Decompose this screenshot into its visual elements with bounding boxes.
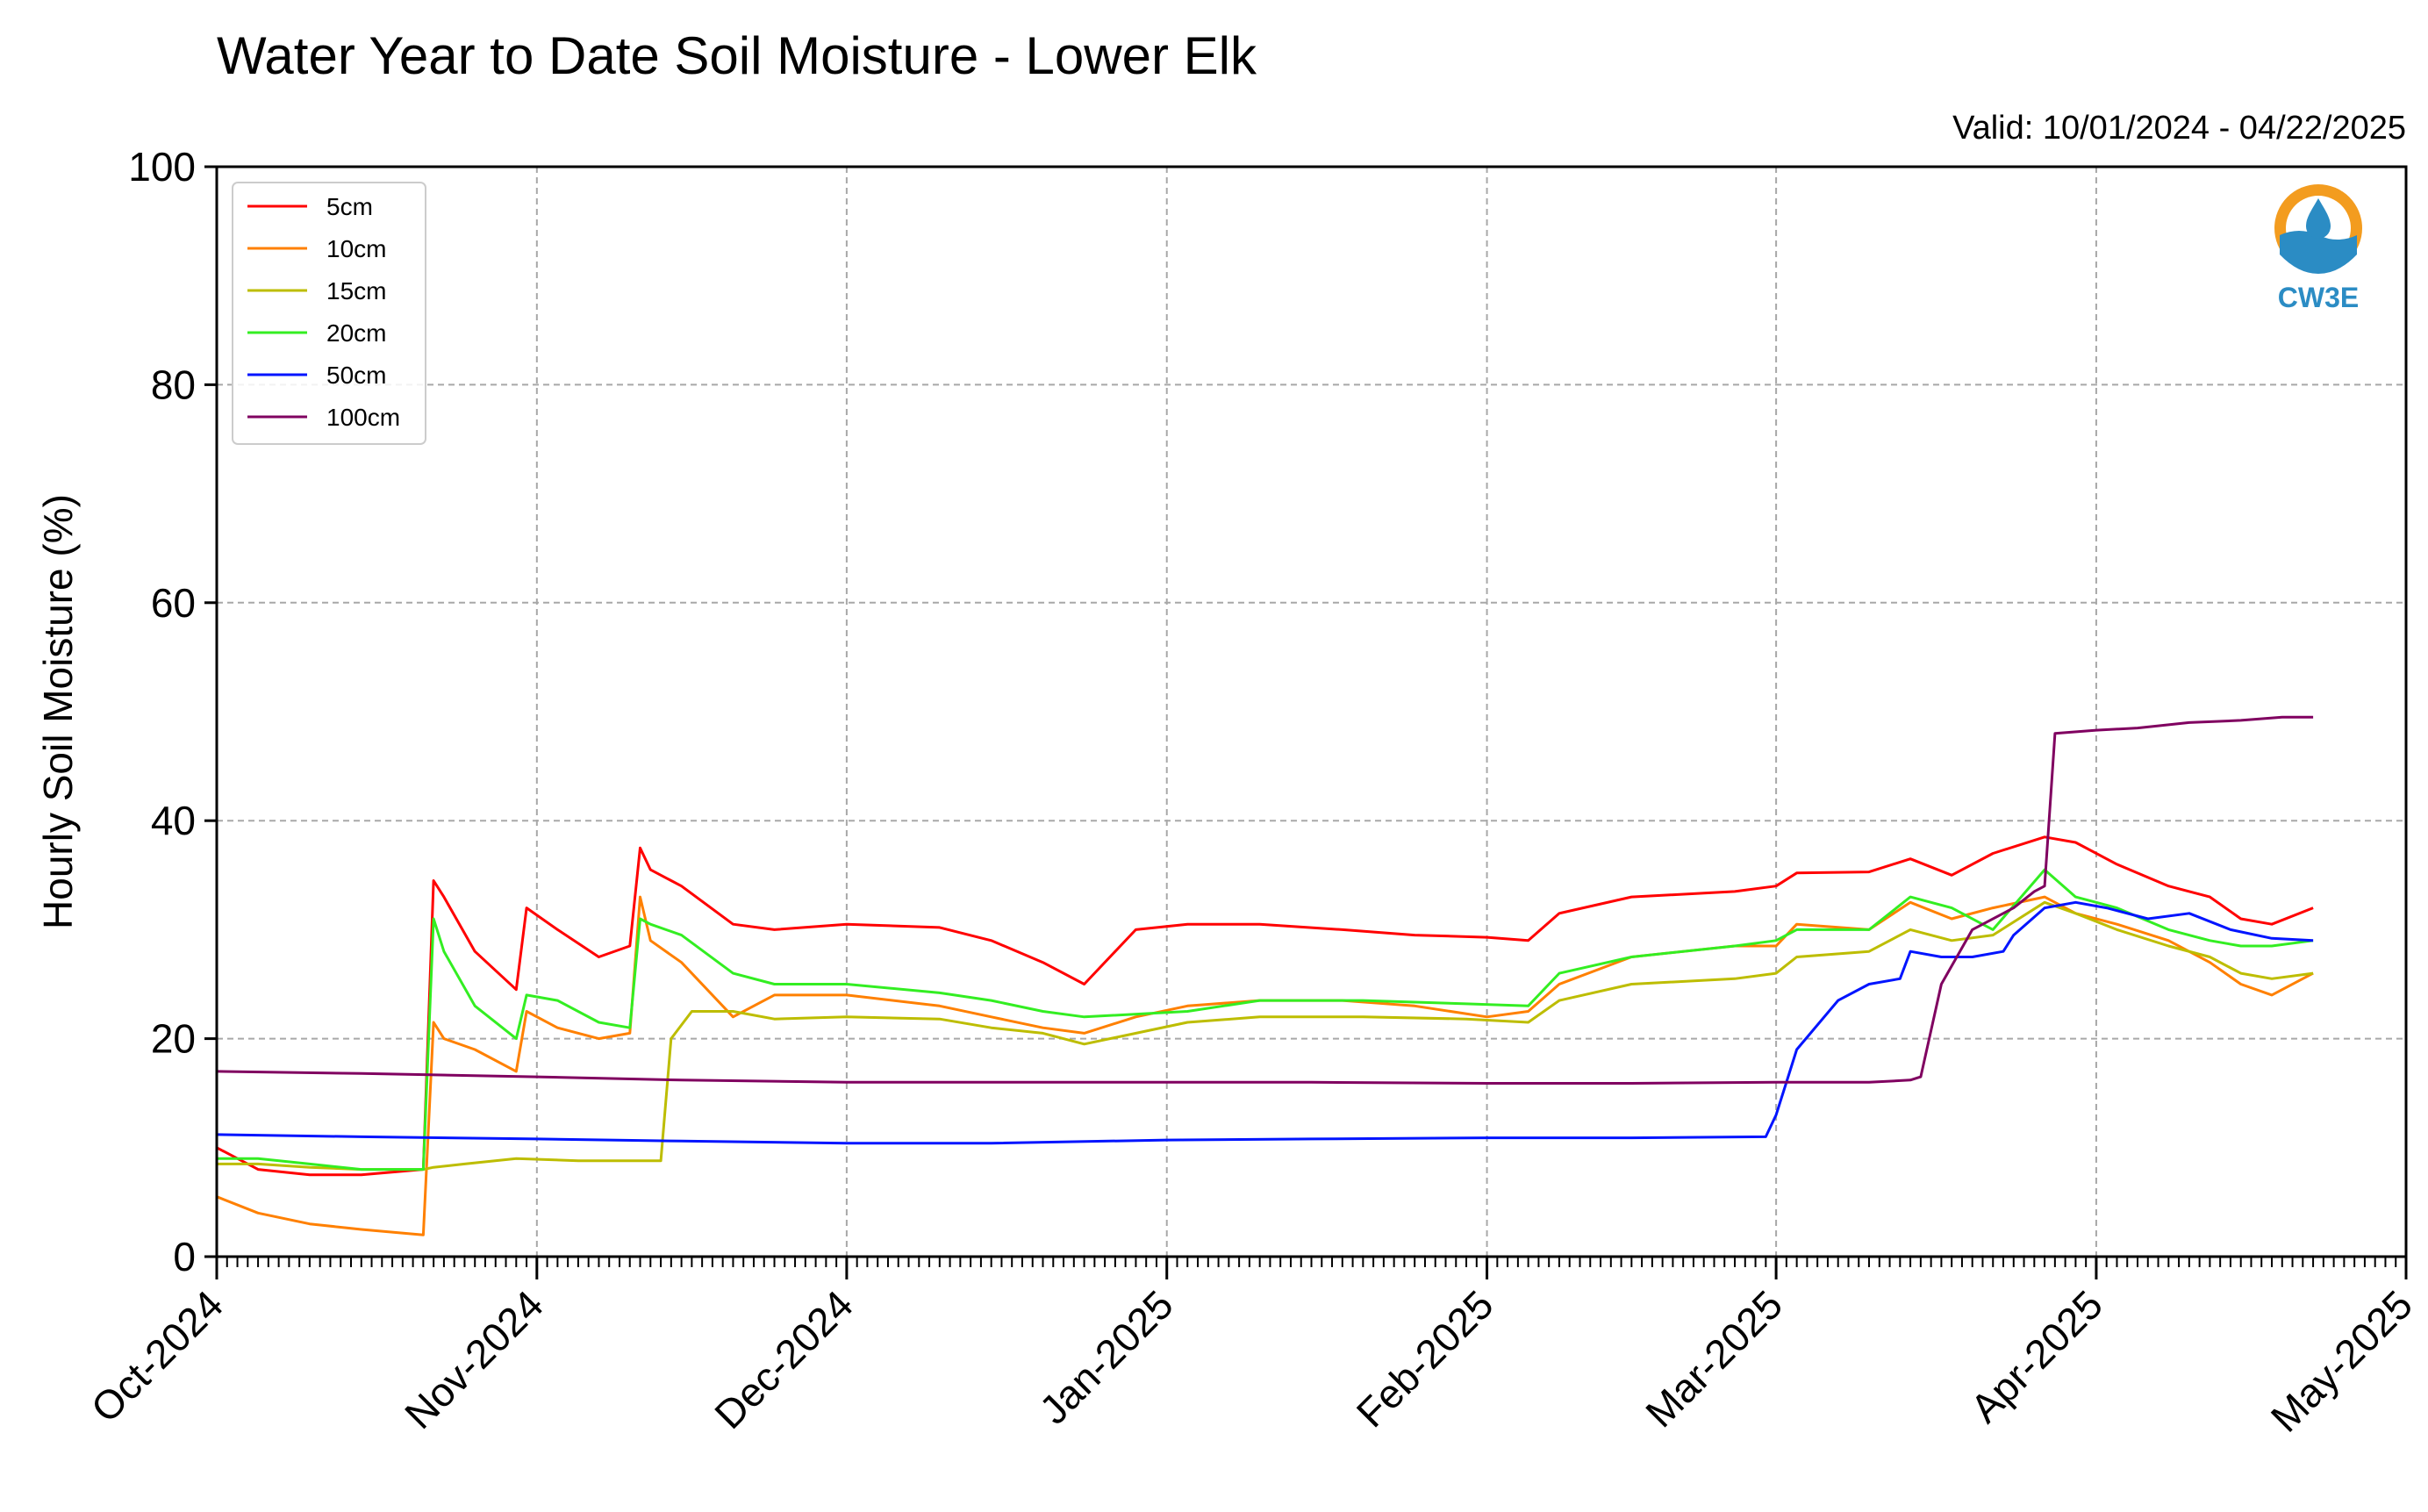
x-tick-label: Oct-2024 [82, 1281, 233, 1431]
legend-item-5cm: 5cm [247, 193, 373, 220]
legend-label: 50cm [326, 362, 386, 389]
legend-label: 15cm [326, 277, 386, 305]
grid [217, 167, 2406, 1257]
legend-label: 5cm [326, 193, 373, 220]
x-tick-label: Jan-2025 [1030, 1281, 1181, 1432]
x-tick-label: Nov-2024 [396, 1281, 552, 1437]
x-tick-label: Feb-2025 [1348, 1281, 1502, 1436]
series-line-50cm [216, 900, 2314, 1145]
legend-item-15cm: 15cm [247, 277, 386, 305]
y-tick-label: 100 [128, 144, 196, 190]
legend-label: 20cm [326, 319, 386, 347]
x-tick-label: May-2025 [2262, 1281, 2421, 1440]
series-line-15cm [217, 900, 2314, 1172]
legend: 5cm 10cm 15cm 20cm 50cm 100cm [232, 182, 426, 445]
y-tick-label: 40 [151, 798, 196, 843]
legend-item-20cm: 20cm [247, 319, 386, 347]
x-tick-label: Apr-2025 [1961, 1281, 2111, 1431]
x-tick-label: Mar-2025 [1637, 1281, 1791, 1436]
legend-item-100cm: 100cm [247, 404, 400, 431]
logo-wave-band [2280, 231, 2357, 274]
y-tick-label: 20 [151, 1016, 196, 1062]
series-lines [216, 715, 2314, 1236]
series-line-5cm [216, 835, 2314, 1177]
legend-item-50cm: 50cm [247, 362, 386, 389]
legend-label: 100cm [326, 404, 400, 431]
y-tick-label: 0 [173, 1234, 196, 1279]
y-tick-label: 60 [151, 580, 196, 626]
chart-title: Water Year to Date Soil Moisture - Lower… [217, 26, 1257, 85]
y-tick-label: 80 [151, 362, 196, 407]
legend-label: 10cm [326, 235, 386, 262]
axes: 0 20 40 60 80 100 Oct-2024 Nov-2024 Dec-2024 Jan-… [82, 144, 2422, 1441]
y-axis-label: Hourly Soil Moisture (%) [35, 494, 81, 929]
series-line-20cm [217, 868, 2314, 1172]
x-tick-label: Dec-2024 [705, 1281, 862, 1437]
series-line-100cm [216, 715, 2314, 1085]
plot-frame [215, 165, 2408, 1258]
legend-item-10cm: 10cm [247, 235, 386, 262]
water-drop-icon [2306, 198, 2331, 239]
series-line-10cm [216, 895, 2314, 1236]
logo-text: CW3E [2278, 282, 2359, 313]
valid-date-range: Valid: 10/01/2024 - 04/22/2025 [1952, 110, 2406, 147]
cw3e-logo: CW3E [2274, 184, 2362, 313]
